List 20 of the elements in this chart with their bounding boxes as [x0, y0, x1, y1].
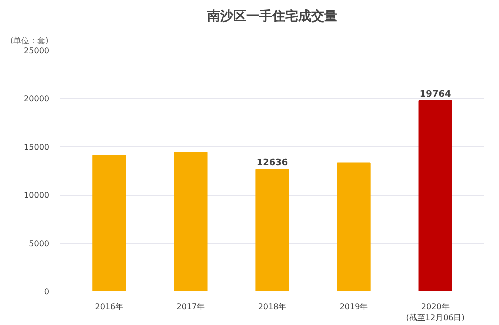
x-tick-label: 2016年: [95, 302, 124, 312]
x-tick-label: 2018年: [258, 302, 287, 312]
y-tick-label: 5000: [29, 239, 50, 248]
data-label: 12636: [256, 158, 288, 169]
y-tick-label: 15000: [24, 142, 50, 152]
y-tick-label: 10000: [24, 191, 50, 200]
y-tick-label: 25000: [24, 46, 50, 56]
chart-title: 南沙区一手住宅成交量: [206, 8, 338, 24]
x-tick-label: 2019年: [340, 302, 368, 312]
bar: [174, 152, 208, 292]
bar: [418, 100, 452, 292]
bar: [92, 155, 126, 292]
y-tick-label: 0: [44, 288, 50, 296]
y-tick-label: 20000: [24, 94, 50, 104]
y-axis-title: (单位：套): [10, 36, 49, 46]
x-tick-label: 2020年 (截至12月06日): [406, 302, 465, 322]
bar: [256, 169, 290, 292]
data-label: 19764: [420, 90, 452, 100]
x-tick-label: 2017年: [176, 302, 206, 312]
bar: [337, 162, 371, 292]
